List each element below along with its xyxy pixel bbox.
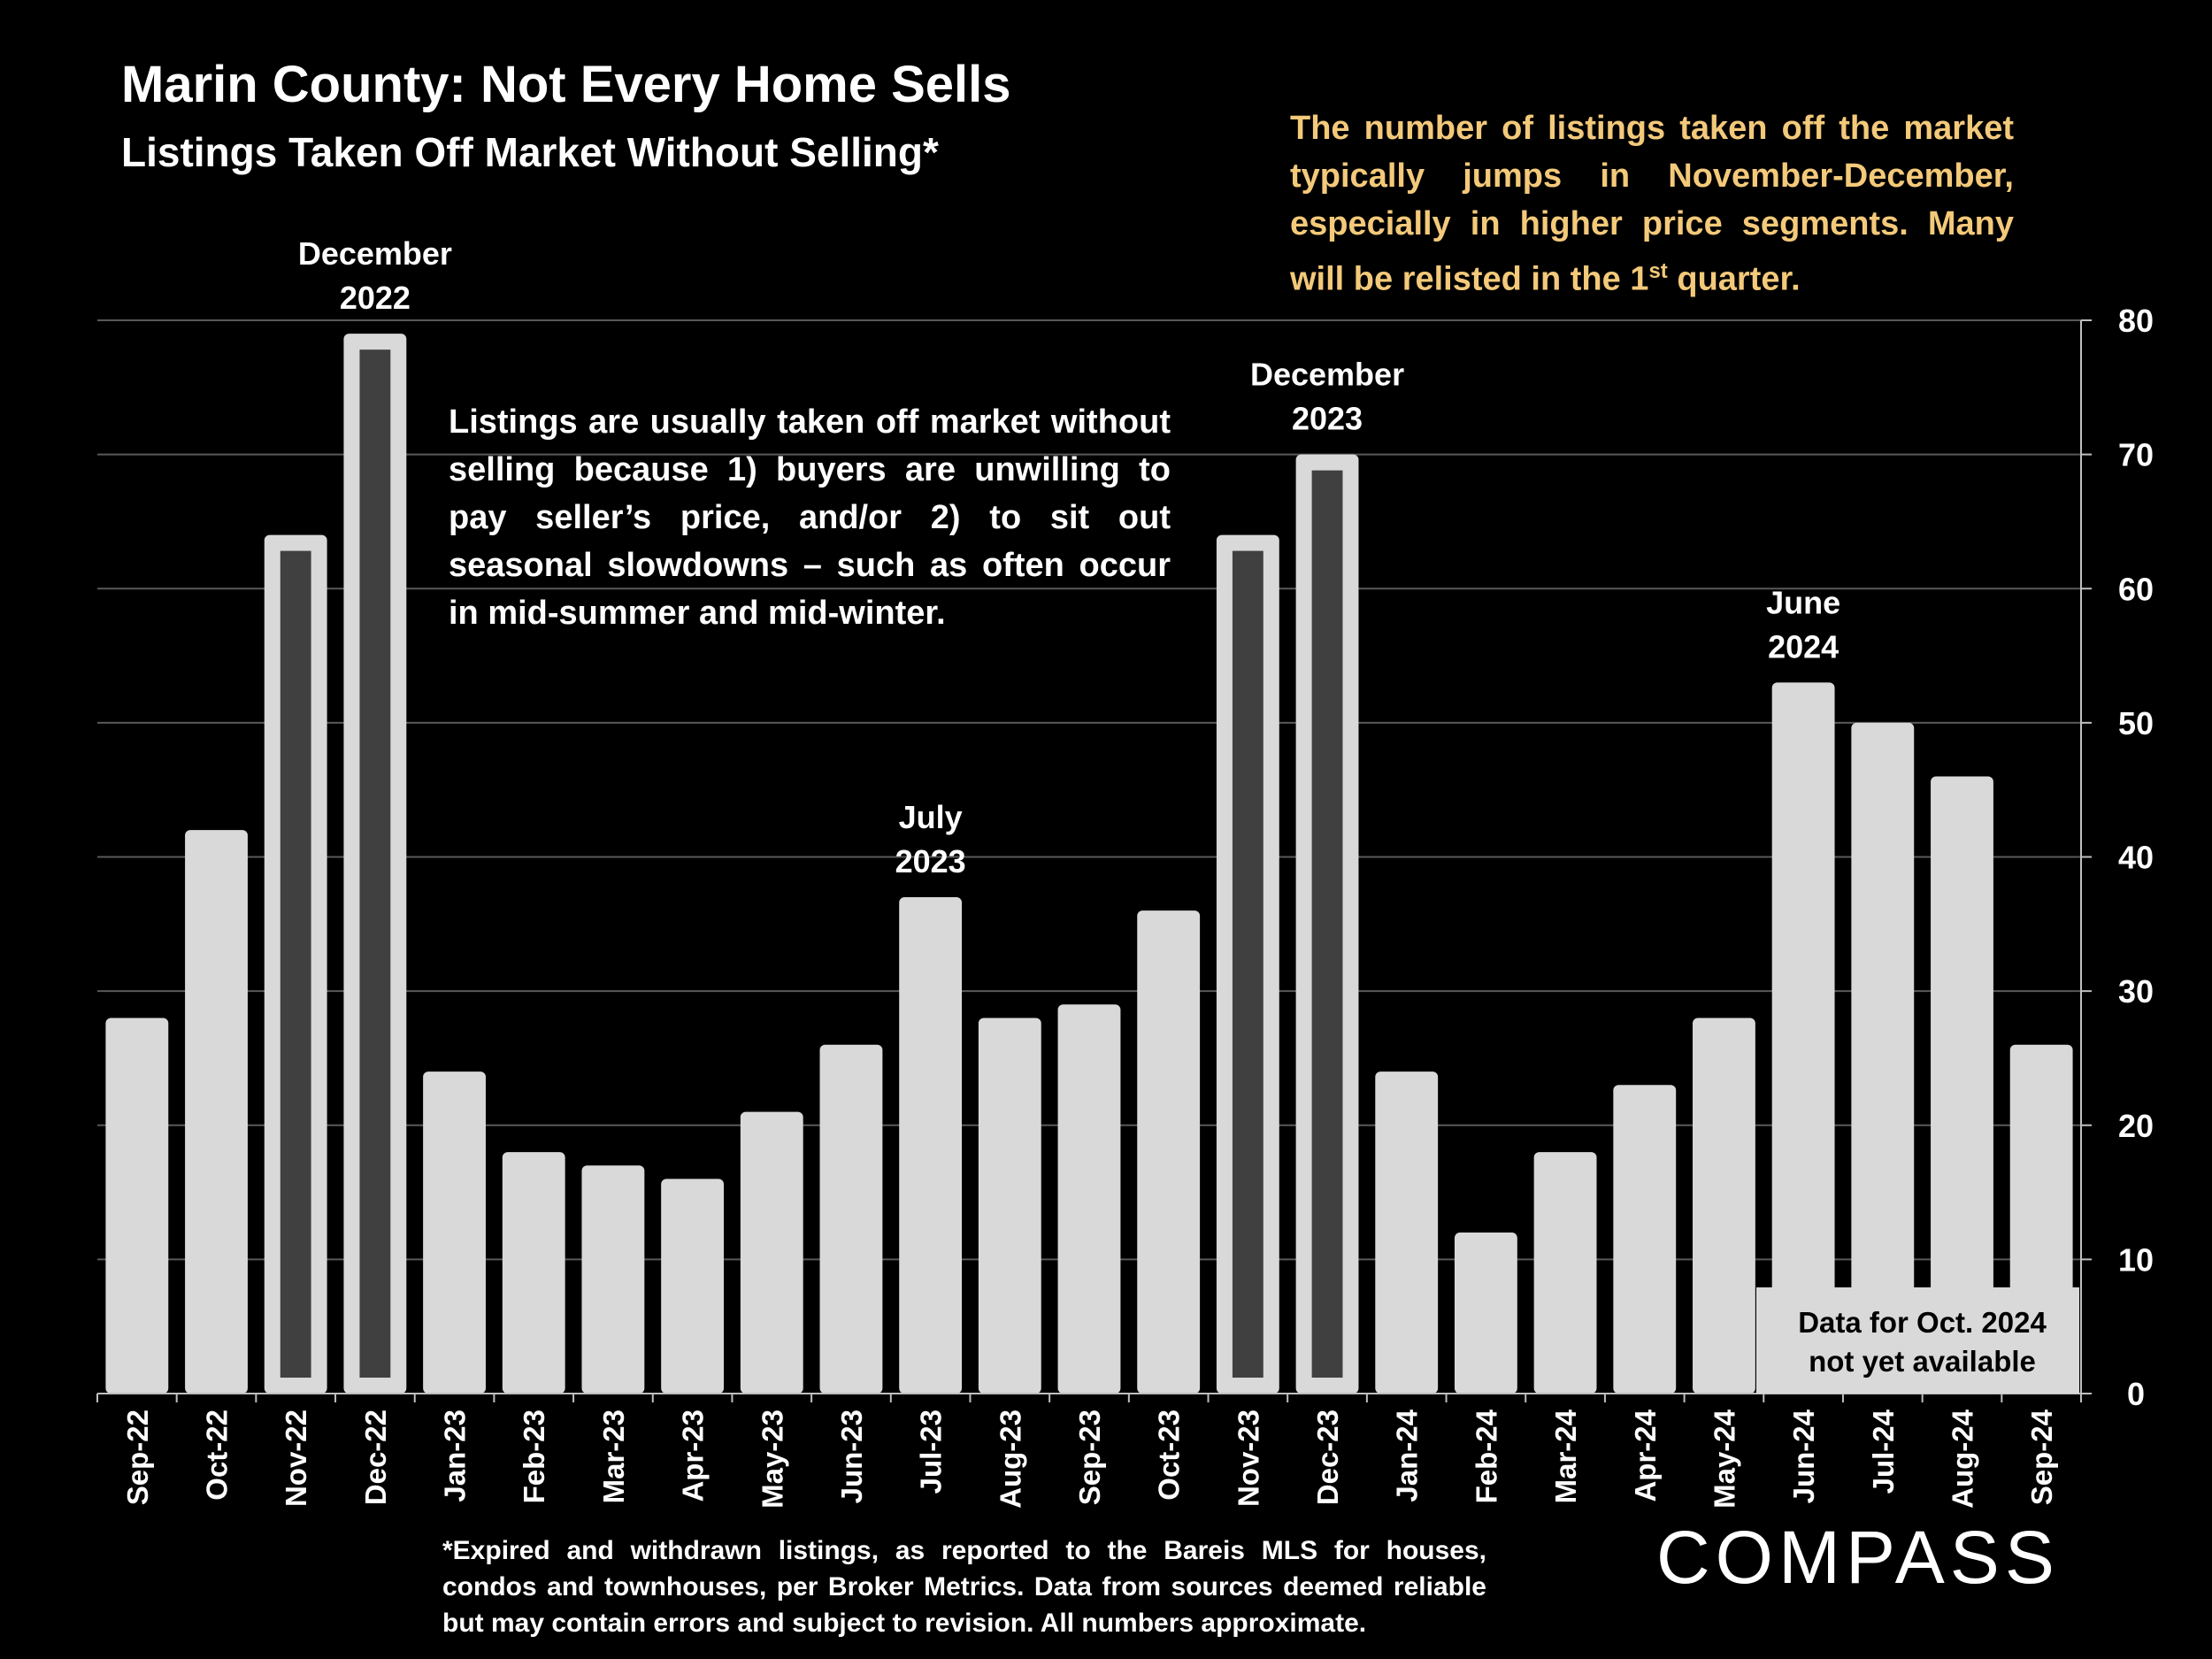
x-tick-label: Aug-23 xyxy=(994,1409,1026,1509)
x-tick-label: Sep-24 xyxy=(2025,1409,2058,1505)
data-unavailable-box xyxy=(1756,1287,2079,1394)
y-tick-label: 60 xyxy=(2118,571,2154,607)
x-tick-label: Jul-23 xyxy=(915,1409,948,1494)
bar-highlight-nov-23 xyxy=(1232,550,1263,1378)
bar-annotation: 2023 xyxy=(1292,401,1363,437)
bar-mar-23 xyxy=(581,1165,645,1394)
seasonal-note: The number of listings taken off the mar… xyxy=(1290,110,2014,298)
y-tick-label: 50 xyxy=(2118,705,2154,741)
x-tick-label: Feb-24 xyxy=(1470,1409,1502,1503)
bar-highlight-dec-22 xyxy=(359,349,391,1379)
bar-annotation: December xyxy=(298,235,452,272)
bar-annotation: 2022 xyxy=(340,280,411,316)
x-tick-label: May-23 xyxy=(756,1409,788,1509)
bar-sep-22 xyxy=(105,1018,169,1394)
bar-annotation: 2024 xyxy=(1768,628,1839,664)
x-tick-label: Sep-22 xyxy=(121,1409,154,1505)
bar-aug-23 xyxy=(978,1018,1041,1394)
bar-apr-24 xyxy=(1613,1085,1677,1394)
y-tick-label: 70 xyxy=(2118,437,2154,473)
y-tick-label: 10 xyxy=(2118,1241,2154,1278)
x-tick-label: Feb-23 xyxy=(518,1409,550,1503)
x-tick-label: Sep-23 xyxy=(1073,1409,1106,1505)
bar-jan-24 xyxy=(1375,1071,1439,1394)
y-tick-label: 40 xyxy=(2118,840,2154,876)
bar-highlight-dec-23 xyxy=(1311,470,1343,1378)
data-unavailable-text: not yet available xyxy=(1809,1345,2036,1378)
bar-oct-23 xyxy=(1137,910,1201,1394)
y-tick-label: 20 xyxy=(2118,1108,2154,1144)
reasons-note: Listings are usually taken off market wi… xyxy=(449,403,1171,632)
chart-title: Marin County: Not Every Home Sells xyxy=(121,56,1011,113)
x-tick-label: Dec-23 xyxy=(1311,1409,1344,1505)
x-tick-label: Oct-23 xyxy=(1153,1409,1186,1501)
y-tick-label: 0 xyxy=(2127,1376,2145,1412)
x-tick-label: Mar-23 xyxy=(597,1409,630,1503)
x-tick-label: Jul-24 xyxy=(1867,1409,1900,1494)
x-tick-label: Oct-22 xyxy=(201,1409,234,1501)
x-tick-label: Nov-22 xyxy=(280,1409,312,1507)
footnote: *Expired and withdrawn listings, as repo… xyxy=(442,1536,1486,1638)
x-tick-label: Dec-22 xyxy=(359,1409,392,1505)
bar-annotation: July xyxy=(899,799,963,835)
x-tick-label: Aug-24 xyxy=(1946,1409,1978,1508)
compass-logo: COMPASS xyxy=(1656,1516,2060,1599)
x-tick-label: Mar-24 xyxy=(1549,1409,1582,1503)
y-tick-label: 80 xyxy=(2118,303,2154,339)
bar-annotation: 2023 xyxy=(895,843,966,879)
chart-subtitle: Listings Taken Off Market Without Sellin… xyxy=(121,129,939,175)
bar-sep-23 xyxy=(1057,1004,1121,1394)
bar-annotation: June xyxy=(1766,584,1840,620)
x-tick-label: Nov-23 xyxy=(1232,1409,1264,1507)
bar-annotation: December xyxy=(1250,357,1404,393)
bar-oct-22 xyxy=(185,830,248,1394)
x-tick-label: Jan-24 xyxy=(1391,1409,1424,1502)
x-tick-label: May-24 xyxy=(1708,1409,1740,1509)
bar-jul-24 xyxy=(1851,722,1915,1394)
x-tick-label: Apr-23 xyxy=(677,1409,710,1502)
bar-aug-24 xyxy=(1931,776,1993,1394)
y-tick-label: 30 xyxy=(2118,973,2154,1010)
bar-may-23 xyxy=(740,1111,803,1394)
bar-mar-24 xyxy=(1533,1152,1597,1394)
bar-apr-23 xyxy=(661,1179,725,1394)
x-tick-label: Jun-23 xyxy=(835,1409,868,1503)
bar-feb-23 xyxy=(502,1152,565,1394)
x-tick-label: Apr-24 xyxy=(1629,1409,1662,1502)
bar-highlight-nov-22 xyxy=(280,550,311,1378)
bar-feb-24 xyxy=(1454,1233,1517,1394)
bar-jun-23 xyxy=(819,1044,883,1394)
bar-jan-23 xyxy=(423,1071,486,1394)
bar-jul-23 xyxy=(899,896,963,1394)
x-tick-label: Jun-24 xyxy=(1787,1409,1820,1503)
data-unavailable-text: Data for Oct. 2024 xyxy=(1798,1306,2047,1339)
bar-may-24 xyxy=(1693,1018,1755,1394)
x-tick-label: Jan-23 xyxy=(439,1409,472,1502)
bar-jun-24 xyxy=(1771,682,1835,1394)
